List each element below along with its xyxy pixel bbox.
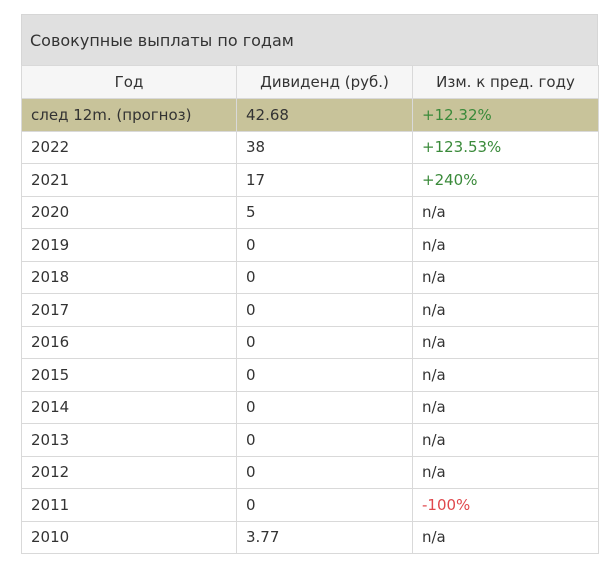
cell-year: 2018	[21, 260, 237, 294]
dividend-history-widget: Совокупные выплаты по годам Год Дивиденд…	[21, 14, 599, 554]
cell-year: 2012	[21, 455, 237, 489]
cell-dividend: 38	[236, 130, 413, 164]
cell-change: n/a	[412, 260, 599, 294]
cell-dividend: 0	[236, 325, 413, 359]
cell-dividend: 0	[236, 455, 413, 489]
cell-year: след 12m. (прогноз)	[21, 98, 237, 132]
table-row: 2021 17 +240%	[21, 163, 599, 197]
cell-dividend: 0	[236, 228, 413, 262]
cell-year: 2015	[21, 358, 237, 392]
cell-change: n/a	[412, 390, 599, 424]
cell-year: 2019	[21, 228, 237, 262]
cell-year: 2020	[21, 195, 237, 229]
widget-title: Совокупные выплаты по годам	[21, 14, 598, 65]
table-row: 2018 0 n/a	[21, 260, 599, 294]
table-row: 2019 0 n/a	[21, 228, 599, 262]
table-row: 2016 0 n/a	[21, 325, 599, 359]
cell-dividend: 42.68	[236, 98, 413, 132]
cell-change: n/a	[412, 423, 599, 457]
cell-change: -100%	[412, 488, 599, 522]
cell-change: n/a	[412, 358, 599, 392]
table-row: 2017 0 n/a	[21, 293, 599, 327]
cell-year: 2016	[21, 325, 237, 359]
table-row: 2015 0 n/a	[21, 358, 599, 392]
table-header-row: Год Дивиденд (руб.) Изм. к пред. году	[21, 65, 599, 99]
cell-year: 2011	[21, 488, 237, 522]
dividend-table: Год Дивиденд (руб.) Изм. к пред. году сл…	[21, 65, 599, 554]
table-body: след 12m. (прогноз) 42.68 +12.32% 2022 38 +12…	[21, 98, 599, 554]
cell-year: 2014	[21, 390, 237, 424]
column-header-change: Изм. к пред. году	[412, 65, 599, 99]
table-row: 2020 5 n/a	[21, 195, 599, 229]
cell-change: n/a	[412, 455, 599, 489]
cell-year: 2021	[21, 163, 237, 197]
cell-change: +240%	[412, 163, 599, 197]
table-row: 2013 0 n/a	[21, 423, 599, 457]
column-header-year: Год	[21, 65, 237, 99]
cell-dividend: 3.77	[236, 520, 413, 554]
table-row: 2022 38 +123.53%	[21, 130, 599, 164]
cell-dividend: 0	[236, 390, 413, 424]
table-row-forecast: след 12m. (прогноз) 42.68 +12.32%	[21, 98, 599, 132]
cell-dividend: 0	[236, 260, 413, 294]
cell-change: +12.32%	[412, 98, 599, 132]
table-row: 2012 0 n/a	[21, 455, 599, 489]
cell-year: 2013	[21, 423, 237, 457]
cell-dividend: 0	[236, 423, 413, 457]
cell-year: 2017	[21, 293, 237, 327]
table-row: 2014 0 n/a	[21, 390, 599, 424]
cell-change: n/a	[412, 293, 599, 327]
cell-dividend: 5	[236, 195, 413, 229]
cell-change: n/a	[412, 228, 599, 262]
cell-change: n/a	[412, 325, 599, 359]
cell-change: n/a	[412, 195, 599, 229]
column-header-dividend: Дивиденд (руб.)	[236, 65, 413, 99]
table-row: 2011 0 -100%	[21, 488, 599, 522]
table-row: 2010 3.77 n/a	[21, 520, 599, 554]
cell-year: 2022	[21, 130, 237, 164]
cell-dividend: 0	[236, 293, 413, 327]
cell-dividend: 17	[236, 163, 413, 197]
cell-year: 2010	[21, 520, 237, 554]
cell-change: n/a	[412, 520, 599, 554]
cell-change: +123.53%	[412, 130, 599, 164]
cell-dividend: 0	[236, 358, 413, 392]
cell-dividend: 0	[236, 488, 413, 522]
